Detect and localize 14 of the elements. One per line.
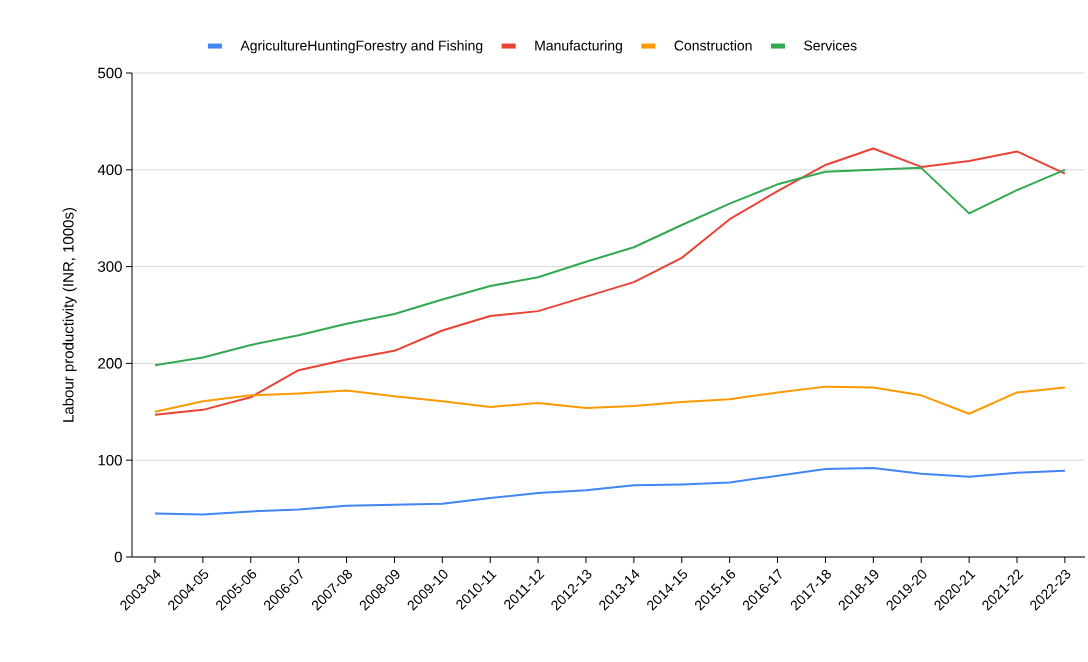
legend-label: Manufacturing — [535, 40, 622, 54]
y-axis-title: Labour productivity (INR, 1000s) — [62, 208, 77, 422]
line-series — [153, 147, 1066, 416]
y-tick-label: 100 — [98, 454, 122, 466]
y-tick-label: 400 — [97, 164, 122, 176]
y-tick-label: 0 — [114, 551, 122, 563]
line-series — [153, 385, 1066, 415]
legend-label: Services — [804, 40, 857, 51]
legend-label: AgricultureHuntingForestry and Fishing — [240, 40, 483, 54]
line-series — [153, 166, 1066, 367]
legend-label: Construction — [674, 40, 752, 51]
y-tick-label: 200 — [98, 358, 122, 369]
y-tick-label: 500 — [98, 67, 122, 79]
y-tick-label: 300 — [98, 261, 122, 272]
